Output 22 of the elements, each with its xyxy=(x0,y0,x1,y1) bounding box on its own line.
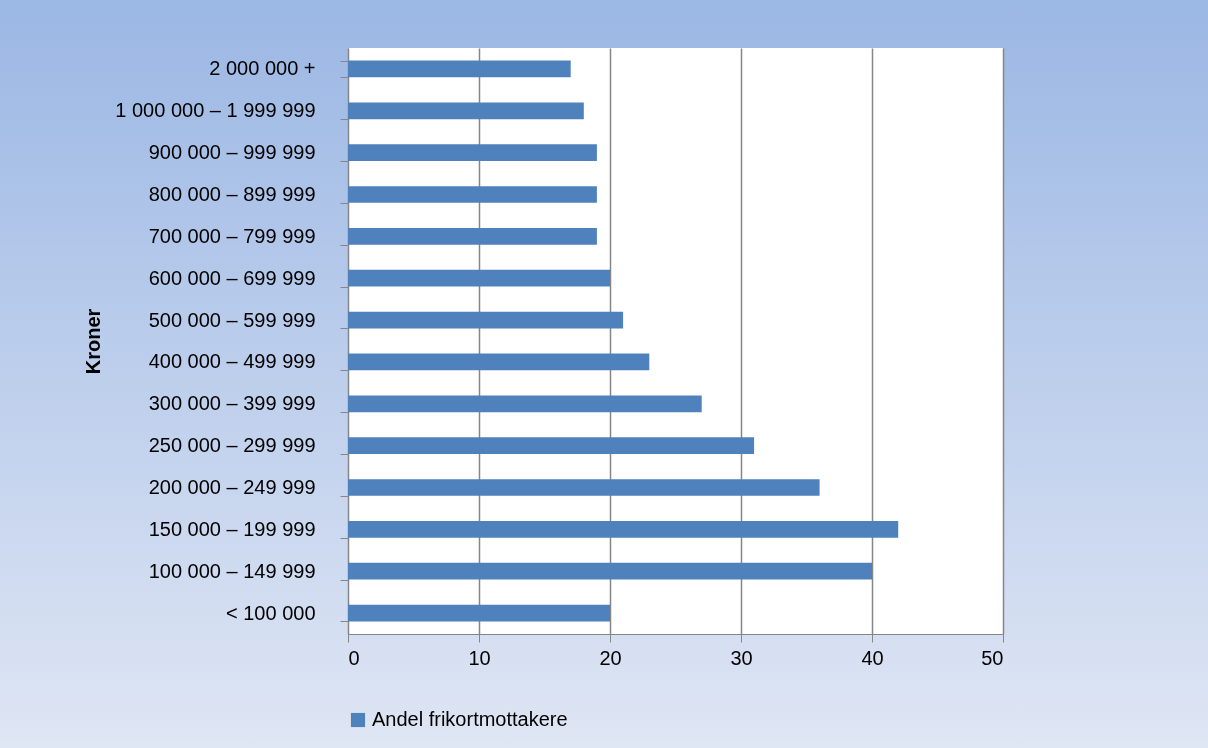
y-axis-title: Kroner xyxy=(81,308,104,375)
y-tick-label: 150 000 – 199 999 xyxy=(148,517,316,540)
y-tick-label: 900 000 – 999 999 xyxy=(148,141,316,164)
y-tick-label: < 100 000 xyxy=(225,601,316,624)
y-tick-label: 100 000 – 149 999 xyxy=(148,559,316,582)
x-tick-label: 30 xyxy=(730,646,753,669)
y-tick-label: 800 000 – 899 999 xyxy=(148,183,316,205)
y-tick-label: 250 000 – 299 999 xyxy=(148,434,316,457)
y-tick-label: 300 000 – 399 999 xyxy=(148,392,316,415)
x-tick-label: 50 xyxy=(981,646,1004,669)
y-tick-label: 600 000 – 699 999 xyxy=(148,266,316,289)
legend-label: Andel frikortmottakere xyxy=(372,708,568,730)
y-tick-label: 200 000 – 249 999 xyxy=(148,476,316,498)
x-tick-label: 10 xyxy=(468,646,491,669)
y-tick-label: 1 000 000 – 1 999 999 xyxy=(115,99,316,122)
y-tick-label: 400 000 – 499 999 xyxy=(148,350,316,373)
x-tick-label: 40 xyxy=(861,646,884,669)
y-tick-label: 2 000 000 + xyxy=(209,57,316,80)
x-tick-label: 0 xyxy=(348,646,360,669)
x-tick-label: 20 xyxy=(599,646,622,669)
y-tick-label: 500 000 – 599 999 xyxy=(148,308,316,331)
y-tick-label: 700 000 – 799 999 xyxy=(148,224,316,247)
